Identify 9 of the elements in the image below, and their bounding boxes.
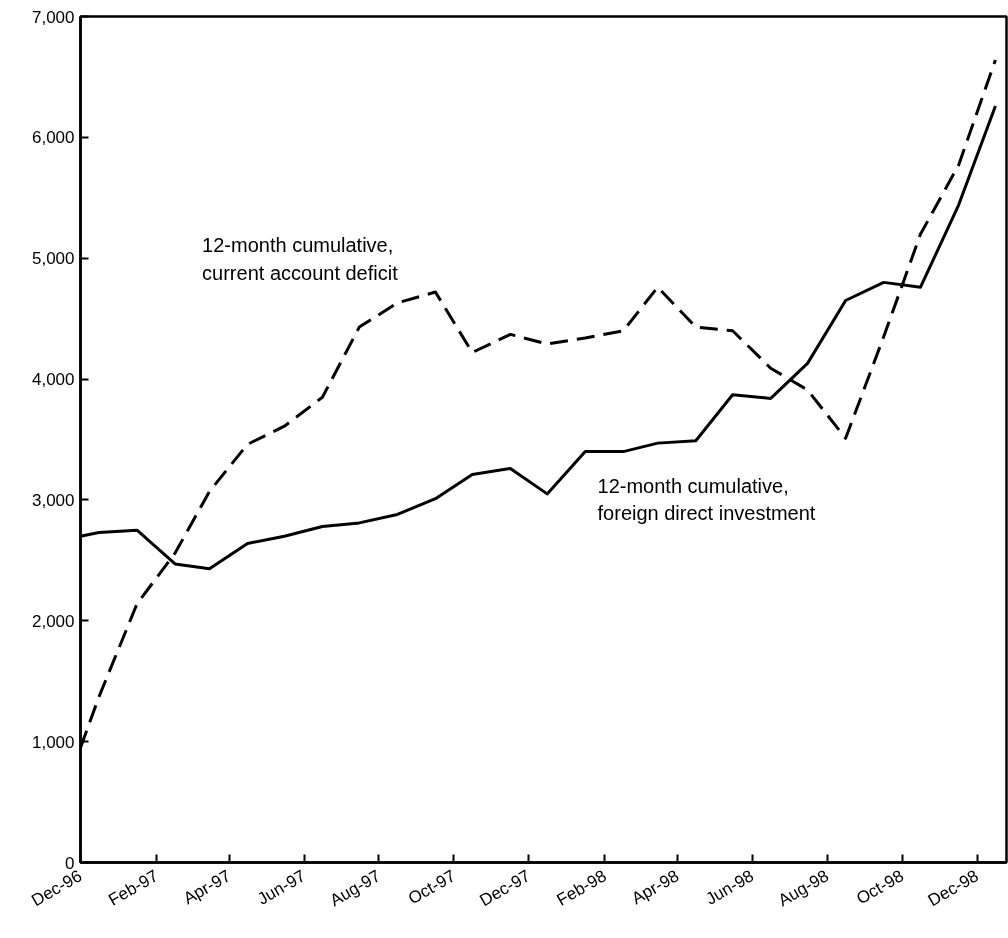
y-tick-label: 7,000 <box>31 7 75 27</box>
series-label: 12-month cumulative, current account deficit <box>202 234 399 284</box>
y-tick-label: 3,000 <box>31 490 75 510</box>
y-tick-label: 2,000 <box>31 611 75 631</box>
y-tick-label: 4,000 <box>31 370 75 390</box>
y-tick-label: 6,000 <box>31 128 75 148</box>
y-tick-label: 5,000 <box>31 249 75 269</box>
y-tick-label: 1,000 <box>31 732 75 752</box>
series-label: 12-month cumulative, foreign direct investment <box>597 474 816 525</box>
